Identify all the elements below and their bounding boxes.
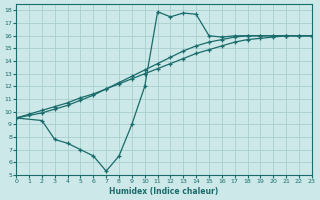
X-axis label: Humidex (Indice chaleur): Humidex (Indice chaleur)	[109, 187, 219, 196]
